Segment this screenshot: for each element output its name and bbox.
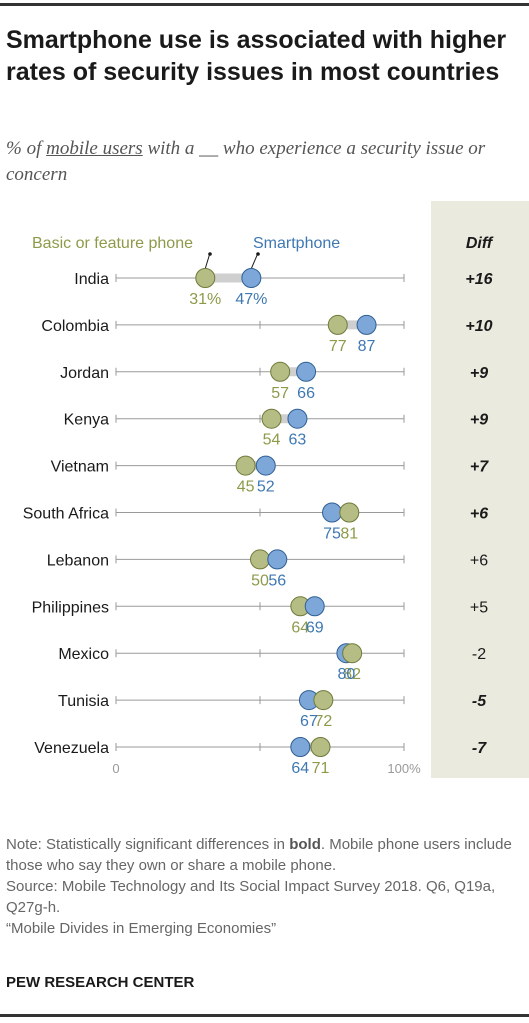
- value-label-basic: 71: [312, 760, 330, 777]
- dot-smartphone: [304, 596, 325, 617]
- chart-subtitle: % of mobile users with a __ who experien…: [6, 136, 521, 188]
- value-label-basic: 54: [263, 432, 281, 449]
- source-text: Source: Mobile Technology and Its Social…: [6, 878, 496, 916]
- value-label-smartphone: 69: [306, 619, 324, 636]
- subtitle-underlined: mobile users: [46, 138, 143, 159]
- diff-header: Diff: [466, 235, 494, 252]
- top-rule: [0, 3, 529, 6]
- chart-rows: India 31% 47% +16 Colombia 77 87 +10 Jordan 57 66 +…: [23, 252, 493, 777]
- value-label-basic: 77: [329, 338, 347, 355]
- country-label: Lebanon: [47, 552, 109, 569]
- country-label: Vietnam: [51, 459, 109, 476]
- diff-value: +6: [470, 506, 488, 523]
- value-label-basic: 82: [343, 666, 361, 683]
- country-label: Kenya: [64, 412, 109, 429]
- diff-value: +10: [465, 318, 492, 335]
- country-label: South Africa: [23, 506, 109, 523]
- value-label-basic: 31%: [189, 291, 221, 308]
- row-vietnam: Vietnam 45 52 +7: [51, 455, 489, 496]
- value-label-smartphone: 67: [300, 713, 318, 730]
- country-label: Colombia: [41, 318, 109, 335]
- row-colombia: Colombia 77 87 +10: [41, 314, 493, 355]
- diff-column-background: [431, 201, 529, 778]
- row-kenya: Kenya 54 63 +9: [64, 408, 488, 449]
- diff-value: +9: [470, 412, 488, 429]
- value-label-basic: 81: [340, 526, 358, 543]
- footnote: Note: Statistically significant differen…: [6, 834, 526, 939]
- dot-smartphone: [322, 502, 342, 523]
- row-jordan: Jordan 57 66 +9: [60, 361, 488, 402]
- legend-smartphone: Smartphone: [253, 235, 340, 252]
- row-lebanon: Lebanon 50 56 +6: [47, 549, 488, 589]
- legend-pointer-dot: [208, 252, 212, 256]
- bottom-rule: [0, 1014, 529, 1017]
- dot-basic: [261, 408, 282, 429]
- value-label-smartphone: 56: [268, 572, 286, 589]
- dot-smartphone: [290, 737, 311, 757]
- value-label-smartphone: 87: [358, 338, 376, 355]
- row-india: India 31% 47% +16: [74, 252, 493, 308]
- dot-basic: [342, 643, 363, 664]
- country-label: Mexico: [58, 646, 109, 663]
- value-label-smartphone: 75: [323, 526, 341, 543]
- dot-smartphone: [296, 361, 317, 382]
- note-text: Note: Statistically significant differen…: [6, 836, 512, 874]
- dot-basic: [270, 361, 291, 382]
- country-label: Philippines: [32, 599, 109, 616]
- axis-tick-min: 0: [112, 761, 119, 776]
- diff-value: -7: [472, 740, 487, 757]
- legend-pointer-smartphone: [250, 252, 259, 269]
- dot-smartphone: [255, 455, 276, 476]
- value-label-smartphone: 52: [257, 479, 275, 496]
- dot-basic: [310, 737, 331, 757]
- dot-smartphone: [356, 314, 377, 335]
- dot-basic: [195, 268, 216, 288]
- diff-value: -2: [472, 646, 486, 663]
- country-label: Jordan: [60, 365, 109, 382]
- subtitle-prefix: % of: [6, 138, 47, 159]
- dot-basic: [327, 314, 348, 335]
- axis-tick-max: 100%: [387, 761, 421, 776]
- dot-basic: [339, 502, 360, 523]
- country-label: Venezuela: [34, 740, 109, 757]
- value-label-smartphone: 66: [297, 385, 315, 402]
- subtitle-suffix: with a __ who experience a security issu…: [6, 138, 486, 185]
- value-label-basic: 72: [314, 713, 332, 730]
- value-label-smartphone: 80: [338, 666, 356, 683]
- value-label-basic: 57: [271, 385, 289, 402]
- value-label-basic: 64: [291, 619, 309, 636]
- value-label-smartphone: 47%: [235, 291, 267, 308]
- diff-value: +16: [465, 271, 492, 288]
- value-label-smartphone: 64: [291, 760, 309, 777]
- chart-title: Smartphone use is associated with higher…: [6, 26, 507, 86]
- country-label: Tunisia: [58, 693, 109, 710]
- legend-pointer-dot: [256, 252, 260, 256]
- diff-value: +9: [470, 365, 488, 382]
- diff-value: +5: [470, 599, 488, 616]
- diff-value: +6: [470, 552, 488, 569]
- diff-value: -5: [472, 693, 487, 710]
- legend-basic: Basic or feature phone: [32, 235, 193, 252]
- value-label-smartphone: 63: [289, 432, 307, 449]
- dot-plot-chart: Basic or feature phone Smartphone Diff I…: [23, 235, 494, 777]
- value-label-basic: 50: [251, 572, 269, 589]
- pew-logo: PEW RESEARCH CENTER: [6, 974, 195, 991]
- diff-value: +7: [470, 459, 489, 476]
- dot-basic: [235, 455, 256, 476]
- dot-smartphone: [267, 549, 288, 570]
- dot-smartphone: [241, 268, 262, 288]
- dot-basic: [250, 549, 270, 570]
- dot-smartphone: [287, 408, 308, 429]
- country-label: India: [74, 271, 109, 288]
- dot-basic: [313, 690, 334, 711]
- value-label-basic: 45: [237, 479, 255, 496]
- report-title: “Mobile Divides in Emerging Economies”: [6, 920, 277, 937]
